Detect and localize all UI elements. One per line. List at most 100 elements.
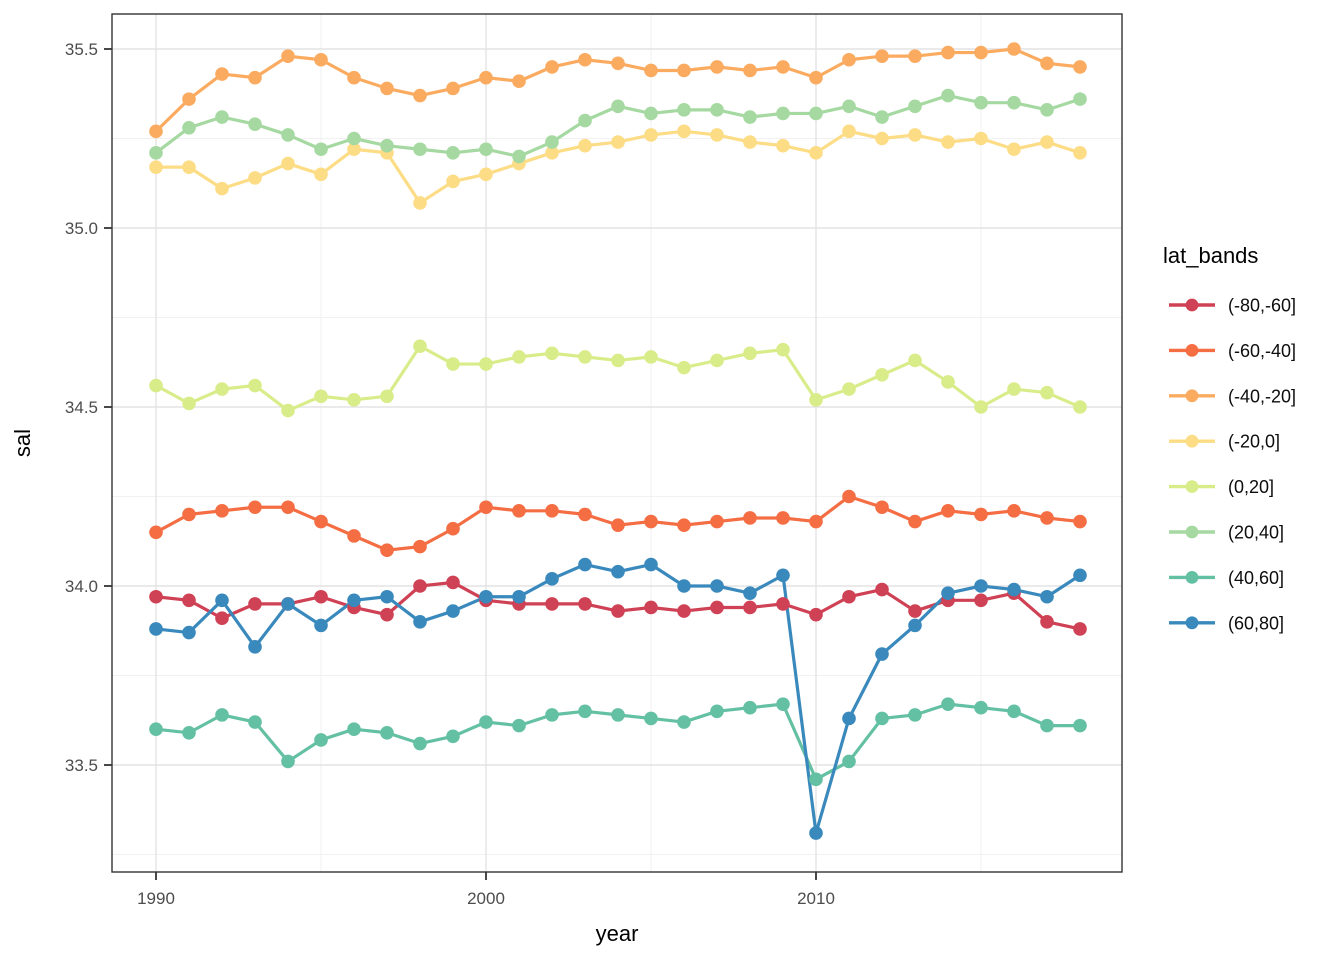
data-point — [149, 722, 163, 736]
data-point — [512, 504, 526, 518]
legend-entry-(-40,-20]: (-40,-20] — [1169, 386, 1296, 406]
data-point — [611, 518, 625, 532]
data-point — [314, 589, 328, 604]
data-point — [512, 149, 526, 164]
data-point — [248, 117, 262, 131]
data-point — [1007, 95, 1021, 110]
data-point — [281, 500, 295, 515]
data-point — [974, 579, 988, 593]
data-point — [446, 357, 460, 371]
data-point — [248, 715, 262, 729]
data-point — [182, 625, 196, 640]
data-point — [908, 99, 922, 114]
data-point — [974, 593, 988, 608]
data-point — [743, 600, 757, 615]
legend-key-point — [1185, 434, 1199, 448]
data-point — [1040, 589, 1054, 604]
legend-label: (-80,-60] — [1228, 296, 1296, 316]
data-point — [842, 489, 856, 504]
data-point — [281, 403, 295, 418]
data-point — [347, 529, 361, 543]
x-tick-label: 2010 — [797, 889, 835, 908]
data-point — [215, 181, 229, 196]
x-axis-title: year — [596, 921, 639, 946]
data-point — [1040, 511, 1054, 525]
data-point — [248, 171, 262, 185]
data-point — [578, 507, 592, 522]
data-point — [149, 525, 163, 540]
data-point — [545, 708, 559, 722]
data-point — [281, 128, 295, 142]
data-point — [380, 138, 394, 153]
data-point — [182, 396, 196, 411]
y-tick-label: 34.5 — [65, 398, 98, 417]
data-point — [908, 618, 922, 633]
data-point — [710, 128, 724, 142]
data-point — [215, 504, 229, 518]
data-point — [281, 754, 295, 769]
data-point — [1007, 42, 1021, 56]
data-point — [908, 708, 922, 722]
legend-label: (20,40] — [1228, 523, 1284, 543]
data-point — [809, 514, 823, 529]
data-point — [776, 511, 790, 525]
legend-entry-(20,40]: (20,40] — [1169, 523, 1284, 543]
legend-entry-(-20,0]: (-20,0] — [1169, 432, 1280, 452]
data-point — [512, 718, 526, 733]
data-point — [611, 708, 625, 722]
data-point — [743, 346, 757, 361]
data-point — [314, 167, 328, 182]
data-point — [446, 604, 460, 618]
data-point — [512, 350, 526, 364]
data-point — [776, 138, 790, 153]
legend-label: (60,80] — [1228, 613, 1284, 633]
data-point — [908, 128, 922, 142]
data-point — [446, 575, 460, 590]
data-point — [479, 357, 493, 371]
data-point — [710, 353, 724, 368]
data-point — [347, 593, 361, 608]
data-point — [413, 615, 427, 629]
data-point — [314, 389, 328, 404]
y-tick-label: 35.5 — [65, 40, 98, 59]
data-point — [611, 135, 625, 149]
data-point — [776, 568, 790, 583]
data-point — [545, 572, 559, 586]
data-point — [248, 70, 262, 85]
data-point — [644, 63, 658, 78]
axis-ticks — [104, 48, 817, 880]
data-point — [809, 70, 823, 85]
data-point — [941, 375, 955, 389]
data-point — [281, 597, 295, 611]
data-point — [182, 593, 196, 608]
data-point — [875, 500, 889, 515]
data-point — [215, 593, 229, 608]
data-point — [710, 600, 724, 615]
data-point — [149, 146, 163, 160]
data-point — [182, 92, 196, 106]
data-point — [1073, 400, 1087, 414]
data-point — [545, 146, 559, 160]
legend-key-point — [1185, 525, 1199, 539]
data-point — [842, 99, 856, 114]
series-points-(0,20] — [149, 339, 1087, 418]
data-point — [149, 622, 163, 636]
data-point — [644, 128, 658, 142]
data-point — [611, 604, 625, 618]
data-point — [677, 715, 691, 729]
data-point — [1007, 704, 1021, 719]
data-point — [413, 339, 427, 353]
data-point — [314, 514, 328, 529]
data-point — [644, 106, 658, 121]
legend-key-point — [1185, 344, 1199, 357]
data-point — [512, 589, 526, 604]
data-point — [776, 106, 790, 121]
legend-label: (40,60] — [1228, 568, 1284, 588]
legend-label: (-60,-40] — [1228, 341, 1296, 361]
data-point — [347, 142, 361, 157]
data-point — [215, 110, 229, 124]
data-point — [215, 611, 229, 626]
data-point — [842, 754, 856, 769]
legend-key-point — [1185, 389, 1199, 403]
